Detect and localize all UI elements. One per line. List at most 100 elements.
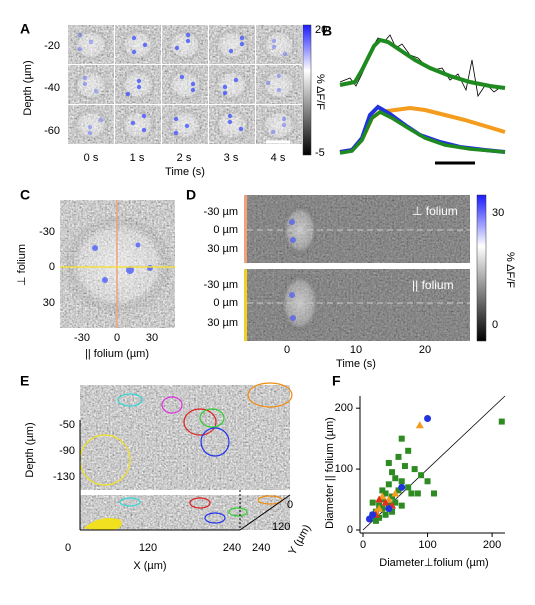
activity-dot (276, 87, 282, 93)
point (389, 508, 396, 515)
point (431, 490, 437, 497)
panel-letter: A (20, 21, 30, 37)
point (379, 487, 386, 494)
z-tick-label: -50 (59, 419, 75, 431)
activity-dot (174, 45, 180, 51)
point (398, 483, 406, 491)
activity-dot (141, 127, 147, 133)
activity-dot (141, 113, 147, 119)
colorbar (302, 24, 312, 156)
activity-dot (142, 42, 148, 48)
activity-dot (281, 116, 287, 122)
activity-dot (271, 44, 277, 50)
colorbar-min: -5 (315, 147, 325, 159)
activity-dot (270, 129, 276, 135)
activity-dot (281, 122, 287, 128)
time-label: 2 s (177, 152, 192, 164)
image-blob (167, 69, 203, 101)
colorbar-label: % ΔF/F (504, 252, 516, 288)
panel-letter: C (20, 187, 30, 203)
time-label: 3 s (224, 152, 239, 164)
panel-b-traces (339, 34, 506, 165)
activity-dot (184, 123, 190, 129)
colorbar-max: 30 (492, 207, 504, 219)
panel-letter: B (322, 23, 332, 39)
activity-dots (289, 219, 296, 321)
y-tick-label: 240 (252, 542, 270, 554)
image-plane (80, 420, 240, 490)
y-tick-label: 0 (49, 261, 55, 273)
y-tick-label: 30 (43, 297, 55, 309)
activity-dot (222, 84, 228, 90)
x-tick-label: 30 (146, 332, 158, 344)
panel-a (68, 25, 302, 144)
point (398, 478, 405, 485)
y-tick-label: 120 (272, 521, 290, 533)
y-tick-label: 0 µm (213, 224, 238, 236)
activity-dot (190, 81, 196, 87)
x-axis-label: Diameter⊥folium (µm) (379, 557, 488, 569)
point (375, 495, 384, 503)
point (401, 463, 408, 470)
x-tick-label: 0 (65, 542, 71, 554)
time-label: 1 s (130, 152, 145, 164)
point (411, 466, 418, 473)
trace (339, 109, 506, 155)
point (385, 505, 393, 513)
point (369, 511, 377, 519)
activity-dot (87, 124, 93, 130)
activity-dot (282, 51, 288, 57)
x-tick-label: 100 (418, 539, 436, 551)
y-tick-label: -30 µm (204, 206, 238, 218)
image-blob (214, 29, 250, 61)
point (372, 517, 379, 524)
panel-f: F 0 100 200 0 100 200 Diameter⊥folium (µm) Diame… (324, 373, 506, 569)
activity-dot (173, 130, 179, 136)
activity-dot (82, 81, 88, 87)
point (376, 514, 383, 521)
time-label: 4 s (271, 152, 286, 164)
activity-dots (92, 242, 153, 283)
orientation-bar (244, 195, 247, 263)
image-plane (80, 495, 290, 530)
point (379, 496, 386, 503)
image-blob (63, 215, 173, 315)
point (395, 453, 402, 460)
point (414, 490, 421, 497)
panel-letter: F (332, 373, 341, 389)
activity-dot (190, 87, 196, 93)
image-blob (214, 109, 250, 141)
panel-label: || folium (412, 278, 454, 292)
image-blob (73, 29, 109, 61)
x-tick-label: 200 (483, 539, 501, 551)
activity-dot (227, 113, 233, 119)
point (385, 481, 392, 488)
image-blob (120, 69, 156, 101)
point (389, 493, 396, 500)
activity-dot (238, 126, 244, 132)
image-blob (120, 109, 156, 141)
y-tick-label: -20 (44, 40, 60, 52)
point (408, 490, 415, 497)
y-tick-label: -60 (44, 125, 60, 137)
point (405, 484, 412, 491)
x-axis-label: || folium (µm) (85, 348, 149, 360)
x-axis-label: X (µm) (133, 560, 166, 572)
y-axis-label: ⊥ folium (16, 244, 28, 286)
point (382, 511, 389, 518)
activity-dot (233, 77, 239, 83)
activity-dot (227, 119, 233, 125)
x-tick-label: 0 (114, 332, 120, 344)
x-tick-label: 240 (223, 542, 241, 554)
activity-dot (125, 91, 131, 97)
x-tick-label: 0 (284, 344, 290, 356)
point (382, 490, 389, 497)
point (369, 499, 376, 506)
colorbar-label: % ΔF/F (314, 74, 326, 110)
z-axis-label: Depth (µm) (24, 422, 36, 477)
x-tick-label: 120 (139, 542, 157, 554)
activity-dot (179, 74, 185, 80)
axes-3d (79, 420, 291, 531)
panel-letter: E (20, 373, 29, 389)
activity-dot (276, 73, 282, 79)
